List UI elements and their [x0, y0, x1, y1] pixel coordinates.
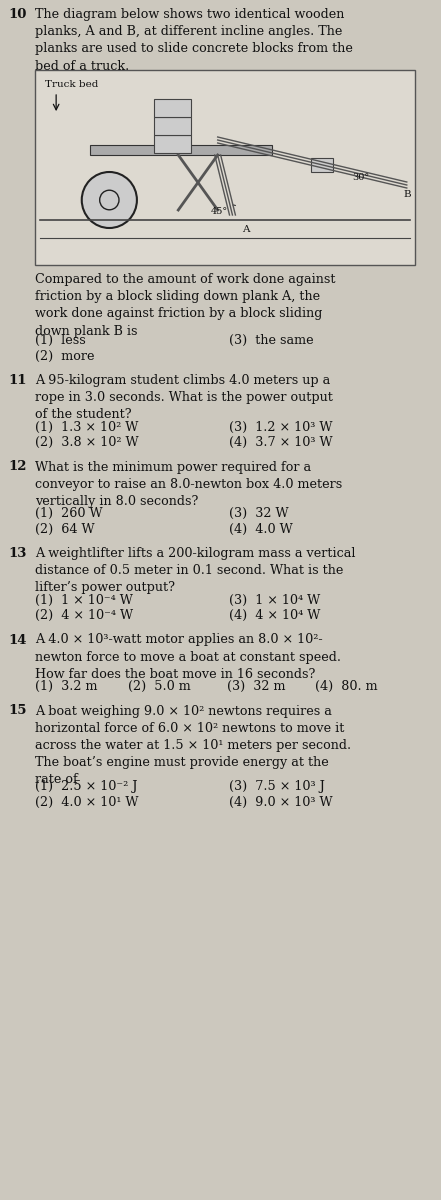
Text: A: A — [242, 226, 250, 234]
Text: (1)  3.2 m: (1) 3.2 m — [35, 680, 98, 692]
Bar — [35, 70, 415, 265]
Text: (1)  less: (1) less — [35, 334, 86, 347]
Text: 13: 13 — [8, 547, 26, 560]
Text: (4)  3.7 × 10³ W: (4) 3.7 × 10³ W — [228, 436, 332, 449]
Text: A boat weighing 9.0 × 10² newtons requires a
horizontal force of 6.0 × 10² newto: A boat weighing 9.0 × 10² newtons requir… — [35, 704, 351, 786]
Text: (3)  the same: (3) the same — [228, 334, 313, 347]
Text: (2)  4 × 10⁻⁴ W: (2) 4 × 10⁻⁴ W — [35, 608, 134, 622]
Text: B: B — [404, 190, 411, 199]
Text: 11: 11 — [8, 374, 26, 386]
Text: (2)  3.8 × 10² W: (2) 3.8 × 10² W — [35, 436, 139, 449]
Text: (2)  5.0 m: (2) 5.0 m — [128, 680, 191, 692]
Text: (4)  4 × 10⁴ W: (4) 4 × 10⁴ W — [228, 608, 320, 622]
Text: (3)  32 W: (3) 32 W — [228, 506, 288, 520]
Text: A weightlifter lifts a 200-kilogram mass a vertical
distance of 0.5 meter in 0.1: A weightlifter lifts a 200-kilogram mass… — [35, 547, 356, 594]
Text: The diagram below shows two identical wooden
planks, A and B, at different incli: The diagram below shows two identical wo… — [35, 8, 353, 72]
Text: (2)  64 W: (2) 64 W — [35, 522, 95, 535]
Text: (3)  32 m: (3) 32 m — [227, 680, 285, 692]
Text: 45°: 45° — [211, 206, 228, 216]
Text: (1)  1 × 10⁻⁴ W: (1) 1 × 10⁻⁴ W — [35, 594, 133, 606]
Text: Compared to the amount of work done against
friction by a block sliding down pla: Compared to the amount of work done agai… — [35, 272, 336, 337]
Text: (4)  4.0 W: (4) 4.0 W — [228, 522, 292, 535]
Text: 14: 14 — [8, 634, 26, 647]
Text: A 95-kilogram student climbs 4.0 meters up a
rope in 3.0 seconds. What is the po: A 95-kilogram student climbs 4.0 meters … — [35, 374, 333, 421]
Text: (4)  9.0 × 10³ W: (4) 9.0 × 10³ W — [228, 796, 332, 809]
Text: What is the minimum power required for a
conveyor to raise an 8.0-newton box 4.0: What is the minimum power required for a… — [35, 461, 343, 508]
Bar — [153, 134, 191, 152]
Text: 12: 12 — [8, 461, 26, 474]
Text: (3)  1.2 × 10³ W: (3) 1.2 × 10³ W — [228, 420, 332, 433]
Text: 10: 10 — [8, 8, 26, 20]
Text: (1)  260 W: (1) 260 W — [35, 506, 103, 520]
Bar — [153, 98, 191, 116]
Bar — [90, 145, 272, 155]
Text: (1)  2.5 × 10⁻² J: (1) 2.5 × 10⁻² J — [35, 780, 138, 793]
Text: 15: 15 — [8, 704, 26, 718]
Text: 30°: 30° — [353, 173, 370, 182]
Text: (3)  1 × 10⁴ W: (3) 1 × 10⁴ W — [228, 594, 320, 606]
Text: (2)  more: (2) more — [35, 349, 95, 362]
Bar — [311, 157, 333, 172]
Text: A 4.0 × 10³-watt motor applies an 8.0 × 10²-
newton force to move a boat at cons: A 4.0 × 10³-watt motor applies an 8.0 × … — [35, 634, 341, 680]
Circle shape — [82, 172, 137, 228]
Text: Truck bed: Truck bed — [45, 80, 99, 89]
Text: (4)  80. m: (4) 80. m — [315, 680, 378, 692]
Text: (2)  4.0 × 10¹ W: (2) 4.0 × 10¹ W — [35, 796, 139, 809]
Bar — [153, 116, 191, 134]
Text: (3)  7.5 × 10³ J: (3) 7.5 × 10³ J — [228, 780, 325, 793]
Text: (1)  1.3 × 10² W: (1) 1.3 × 10² W — [35, 420, 139, 433]
